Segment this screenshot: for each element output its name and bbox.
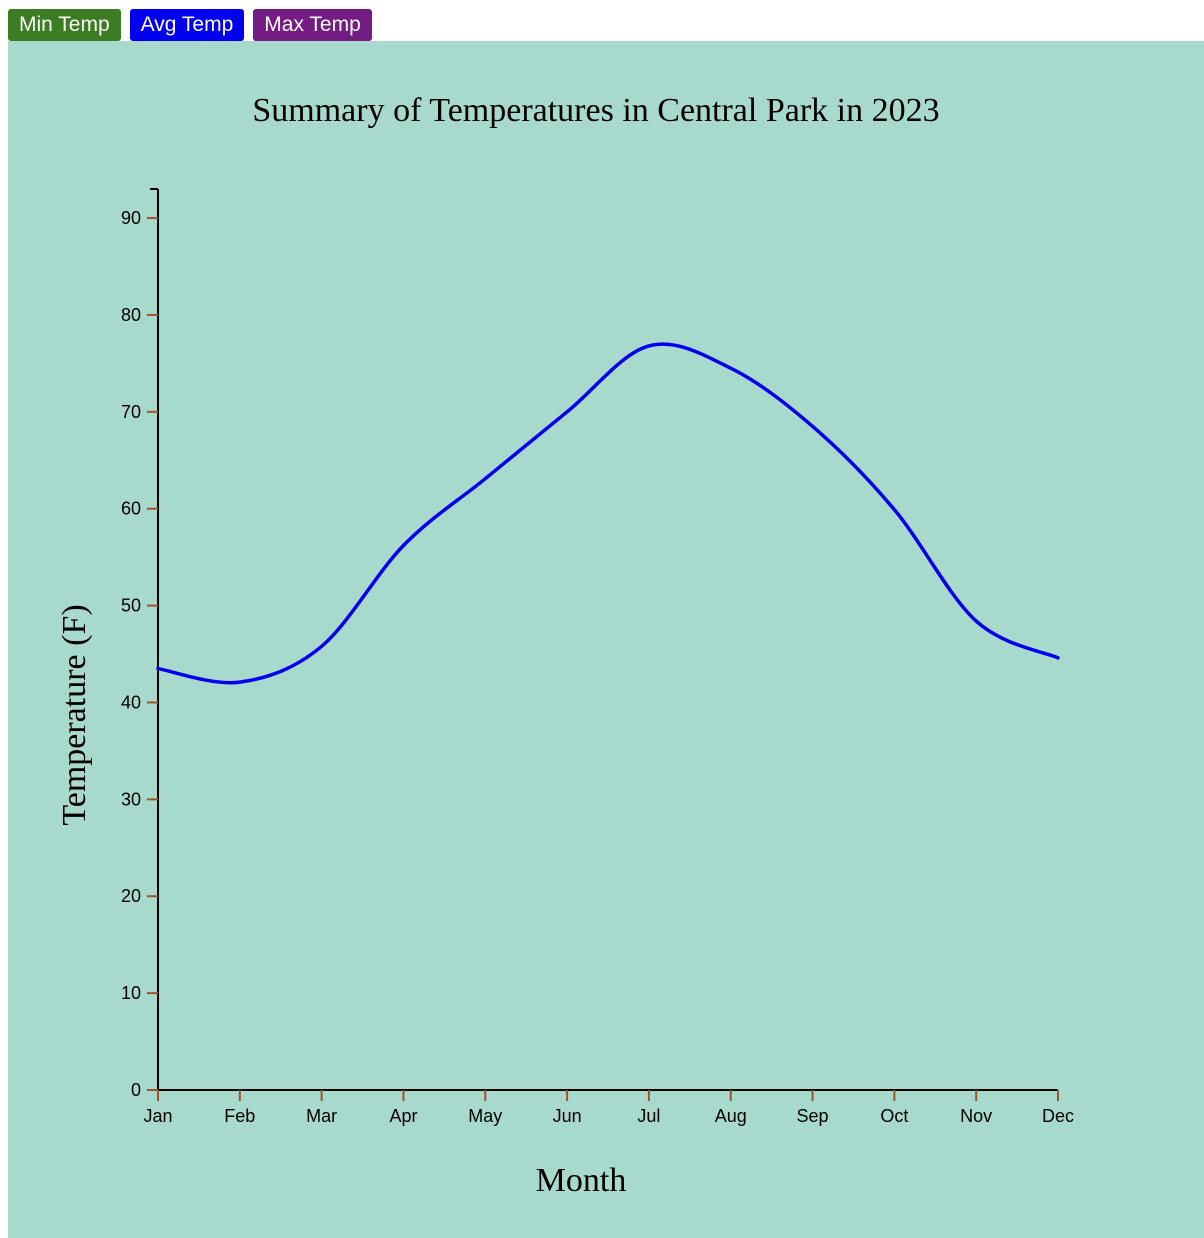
x-tick-label: Dec bbox=[1042, 1106, 1074, 1126]
y-tick-label: 50 bbox=[121, 596, 141, 616]
x-tick-label: Apr bbox=[389, 1106, 417, 1126]
x-tick-label: Feb bbox=[224, 1106, 255, 1126]
x-tick-label: Nov bbox=[960, 1106, 992, 1126]
y-tick-label: 0 bbox=[131, 1080, 141, 1100]
y-tick-label: 20 bbox=[121, 886, 141, 906]
y-tick-label: 80 bbox=[121, 305, 141, 325]
y-axis-label: Temperature (F) bbox=[56, 604, 93, 825]
y-tick-label: 40 bbox=[121, 692, 141, 712]
x-axis: Jan Feb Mar Apr May Jun Jul Aug Sep Oct Nov Dec bbox=[143, 1089, 1074, 1126]
x-tick-label: Sep bbox=[797, 1106, 829, 1126]
temperature-chart: Summary of Temperatures in Central Park … bbox=[56, 92, 1074, 1199]
x-tick-label: Aug bbox=[715, 1106, 747, 1126]
x-axis-label: Month bbox=[536, 1162, 627, 1199]
y-tick-label: 60 bbox=[121, 499, 141, 519]
chart-title: Summary of Temperatures in Central Park … bbox=[252, 92, 939, 129]
max-temp-button[interactable]: Max Temp bbox=[253, 9, 372, 41]
x-tick-label: Mar bbox=[306, 1106, 337, 1126]
y-tick-label: 70 bbox=[121, 402, 141, 422]
series-toggle-buttons: Min Temp Avg Temp Max Temp bbox=[8, 9, 372, 41]
y-tick-label: 90 bbox=[121, 208, 141, 228]
x-tick-label: Oct bbox=[880, 1106, 908, 1126]
chart-area: Summary of Temperatures in Central Park … bbox=[8, 41, 1204, 1238]
avg-temp-button[interactable]: Avg Temp bbox=[129, 9, 245, 41]
avg-temp-line bbox=[156, 342, 1060, 685]
x-tick-label: Jun bbox=[553, 1106, 582, 1126]
y-tick-label: 30 bbox=[121, 789, 141, 809]
series-lines bbox=[156, 342, 1060, 685]
min-temp-button[interactable]: Min Temp bbox=[8, 9, 121, 41]
y-tick-label: 10 bbox=[121, 983, 141, 1003]
x-tick-label: May bbox=[468, 1106, 502, 1126]
y-axis: 0 10 20 30 40 50 60 70 80 90 bbox=[121, 188, 159, 1100]
x-tick-label: Jul bbox=[637, 1106, 660, 1126]
x-tick-label: Jan bbox=[143, 1106, 172, 1126]
